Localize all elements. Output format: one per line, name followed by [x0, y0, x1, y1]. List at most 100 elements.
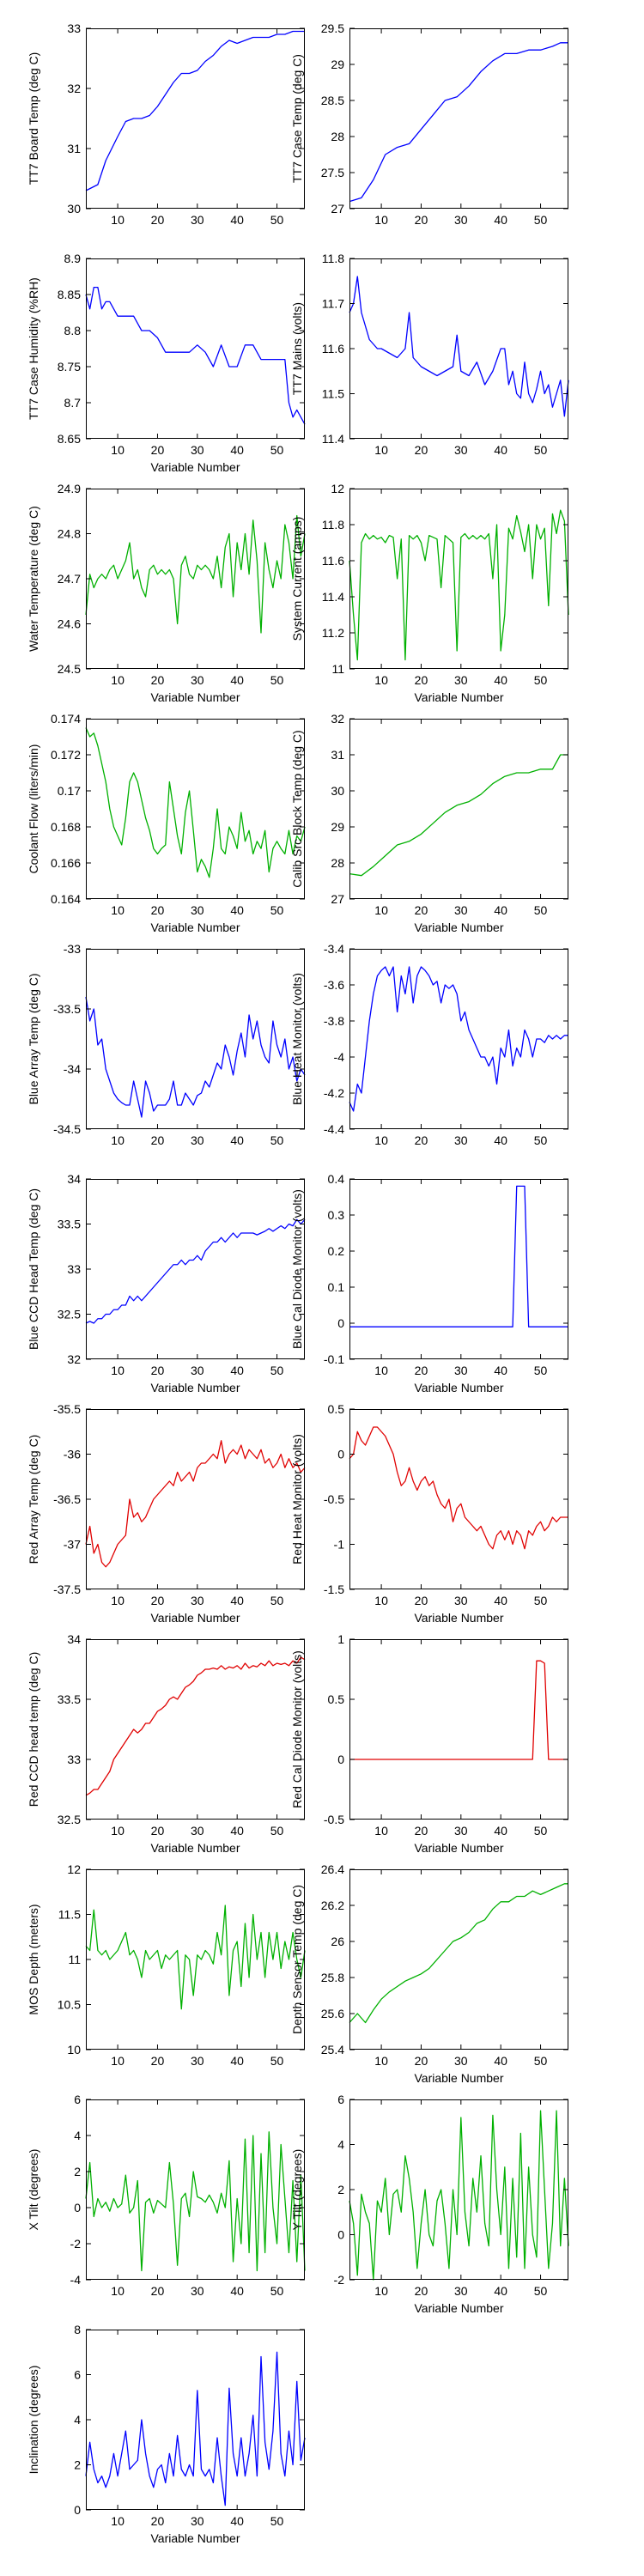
x-axis-label: Variable Number [414, 2071, 503, 2085]
y-tick-label: 24.8 [58, 527, 81, 541]
x-tick-label: 40 [494, 673, 507, 687]
plot-frame [349, 489, 568, 669]
y-tick-label: 8.7 [64, 396, 82, 410]
y-tick-label: 34 [67, 1632, 81, 1646]
y-tick-label: 0.4 [328, 1172, 345, 1186]
y-axis-label: Red Array Temp (deg C) [27, 1435, 40, 1564]
y-tick-label: 33.5 [58, 1692, 81, 1706]
x-tick-label: 30 [454, 903, 468, 917]
x-tick-label: 40 [230, 2054, 244, 2068]
x-tick-label: 30 [191, 1364, 204, 1377]
x-tick-label: 40 [494, 443, 507, 457]
y-axis-label: TT7 Case Humidity (%RH) [27, 277, 40, 420]
chart-1: 10 20 30 40 50 30 31 32 33 TT7 Board Temp (deg C) [27, 21, 305, 227]
x-axis-label: Variable Number [414, 1381, 503, 1394]
series-line [85, 2351, 306, 2506]
y-axis-label: System Current (amps) [290, 517, 304, 641]
y-tick-label: -35.5 [53, 1402, 81, 1416]
x-tick-label: 50 [534, 673, 548, 687]
y-tick-label: 33 [67, 1753, 81, 1766]
y-tick-label: 0.2 [328, 1244, 345, 1258]
x-tick-label: 20 [415, 1133, 428, 1147]
y-tick-label: 31 [331, 748, 344, 762]
y-tick-label: 11.8 [322, 518, 344, 532]
chart-13: 10 20 30 40 50 -37.5 -37 -36.5 -36 -35.5 Variable … [27, 1402, 306, 1625]
y-tick-label: 27.5 [321, 166, 344, 179]
y-axis-label: Depth Sensor Temp (deg C) [290, 1885, 304, 2034]
x-tick-label: 20 [415, 673, 428, 687]
x-tick-label: 40 [230, 2514, 244, 2528]
plot-frame [349, 1639, 568, 1820]
y-tick-label: 30 [67, 202, 81, 216]
x-axis-label: Variable Number [414, 920, 503, 934]
x-tick-label: 30 [191, 1594, 204, 1607]
y-tick-label: 32.5 [58, 1813, 81, 1826]
y-axis-label: Red CCD head temp (deg C) [27, 1652, 40, 1807]
y-tick-label: 33.5 [58, 1218, 81, 1231]
y-tick-label: 0 [74, 2201, 81, 2215]
series-line [349, 276, 569, 417]
x-tick-label: 20 [415, 903, 428, 917]
y-tick-label: 11 [331, 662, 344, 676]
x-tick-label: 20 [415, 443, 428, 457]
x-tick-label: 10 [111, 213, 125, 227]
y-tick-label: 2 [74, 2165, 81, 2178]
y-tick-label: -2 [334, 2273, 345, 2287]
y-tick-label: -3.8 [324, 1014, 344, 1028]
plot-frame [349, 28, 568, 209]
y-tick-label: 11.8 [322, 252, 344, 265]
y-tick-label: -3.4 [324, 942, 344, 956]
plot-frame [349, 719, 568, 899]
x-tick-label: 10 [111, 903, 125, 917]
y-axis-label: Blue Cal Diode Monitor (volts) [290, 1189, 304, 1349]
y-tick-label: 33 [67, 21, 81, 35]
series-line [85, 514, 306, 634]
x-axis-label: Variable Number [150, 690, 240, 704]
x-tick-label: 40 [230, 443, 244, 457]
chart-9: 10 20 30 40 50 -34.5 -34 -33.5 -33 Blue Array Tem… [27, 942, 306, 1147]
x-tick-label: 10 [111, 1133, 125, 1147]
x-tick-label: 20 [151, 2054, 165, 2068]
y-tick-label: 6 [337, 2093, 344, 2106]
y-tick-label: 4 [74, 2129, 81, 2142]
x-axis-label: Variable Number [150, 460, 240, 474]
y-tick-label: 2 [74, 2458, 81, 2472]
y-tick-label: 2 [337, 2183, 344, 2196]
x-tick-label: 20 [151, 1594, 165, 1607]
x-tick-label: 50 [534, 2054, 548, 2068]
x-tick-label: 50 [270, 1594, 284, 1607]
chart-3: 10 20 30 40 50 8.65 8.7 8.75 8.8 8.85 8.9 Variable … [27, 252, 306, 474]
x-axis-label: Variable Number [414, 1841, 503, 1855]
x-tick-label: 50 [270, 2284, 284, 2298]
x-tick-label: 30 [454, 443, 468, 457]
x-tick-label: 30 [454, 2054, 468, 2068]
x-tick-label: 30 [454, 2284, 468, 2298]
x-tick-label: 10 [374, 1133, 388, 1147]
y-tick-label: 32 [67, 82, 81, 95]
x-tick-label: 50 [270, 903, 284, 917]
x-tick-label: 40 [494, 1824, 507, 1838]
x-tick-label: 30 [454, 673, 468, 687]
x-tick-label: 50 [534, 903, 548, 917]
y-tick-label: 27 [331, 892, 344, 906]
x-tick-label: 50 [270, 443, 284, 457]
y-tick-label: -4 [334, 1050, 345, 1064]
y-axis-label: Water Temperature (deg C) [27, 506, 40, 652]
x-tick-label: 20 [415, 2284, 428, 2298]
x-tick-label: 10 [111, 2284, 125, 2298]
chart-19: 10 20 30 40 50 -4 -2 0 2 4 6 X Tilt (degrees) [27, 2093, 306, 2298]
plot-frame [86, 1179, 305, 1359]
x-tick-label: 50 [270, 673, 284, 687]
x-tick-label: 30 [191, 213, 204, 227]
x-tick-label: 40 [494, 1133, 507, 1147]
x-tick-label: 20 [415, 1594, 428, 1607]
y-tick-label: 24.5 [58, 662, 81, 676]
y-tick-label: 0.5 [328, 1692, 345, 1706]
y-tick-label: 0.5 [328, 1402, 345, 1416]
y-axis-label: TT7 Case Temp (deg C) [290, 54, 304, 183]
y-tick-label: 34 [67, 1172, 81, 1186]
y-tick-label: 26.4 [321, 1862, 344, 1876]
x-tick-label: 50 [270, 2514, 284, 2528]
x-tick-label: 20 [151, 1364, 165, 1377]
